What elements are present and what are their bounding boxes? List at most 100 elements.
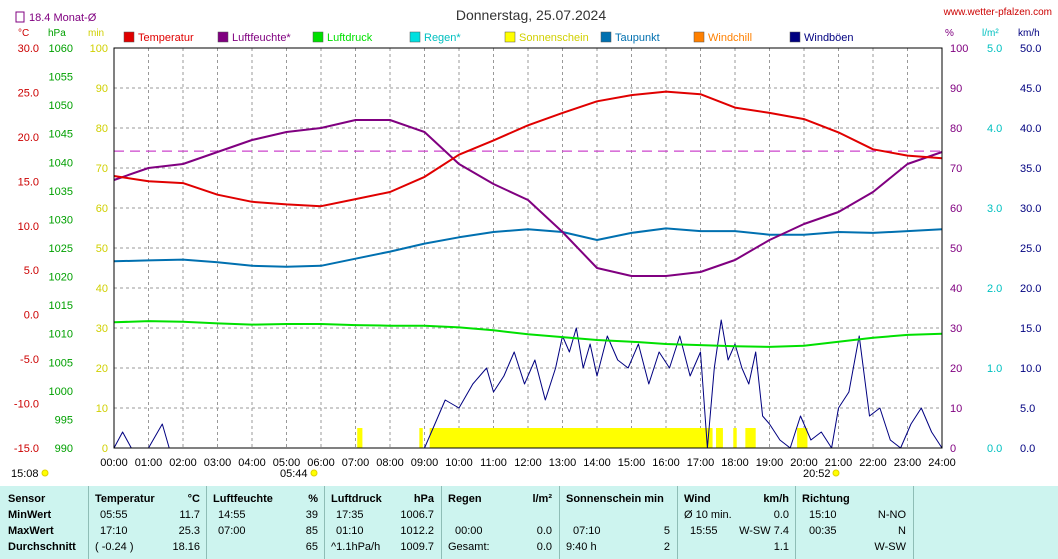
min-row-label: MinWert (8, 509, 52, 521)
wind-tick-label: 15.0 (1020, 323, 1041, 335)
legend-swatch (312, 31, 324, 43)
sunshine-avg: 2 (663, 541, 670, 553)
series-line-luftdruck (113, 320, 943, 348)
pressure-max: 1012.2 (400, 525, 434, 537)
pressure-tick-label: 1025 (49, 243, 73, 255)
sunset-icon (832, 469, 840, 477)
pressure-min-time: 17:35 (336, 509, 364, 521)
time-tick-label: 16:00 (652, 457, 680, 469)
humidity-header: Luftfeuchte (213, 493, 273, 505)
pressure-tick-label: 1040 (49, 157, 73, 169)
time-tick-label: 06:00 (307, 457, 335, 469)
time-tick-label: 19:00 (756, 457, 784, 469)
time-markers: 15:08 05:44 20:52 (11, 468, 840, 480)
rain-axis-unit: l/m² (982, 28, 999, 39)
humidity-tick-label: 100 (950, 43, 968, 55)
wind-header: Wind (684, 493, 711, 505)
chart-title: Donnerstag, 25.07.2024 (456, 7, 606, 23)
pressure-unit: hPa (413, 493, 434, 505)
table-divider (88, 486, 89, 559)
weather-chart: Donnerstag, 25.07.2024 www.wetter-pfalze… (11, 7, 1052, 480)
temp-tick-label: 0.0 (24, 310, 39, 322)
legend-label: Taupunkt (615, 32, 660, 44)
chart-legend: Temperatur Luftfeuchte* Luftdruck Regen* Son… (123, 31, 854, 44)
legend-label: Regen* (424, 32, 461, 44)
direction-max: N (898, 525, 906, 537)
chart-axes: -15.0 -10.0 -5.0 0.0 5.0 10.0 15.0 20.0 25.0 30.0… (14, 43, 1042, 469)
pressure-tick-label: 1030 (49, 214, 73, 226)
pressure-tick-label: 1050 (49, 100, 73, 112)
table-divider (795, 486, 796, 559)
temp-tick-label: 5.0 (24, 265, 39, 277)
temp-header: Temperatur (95, 493, 155, 505)
rain-total: 0.0 (536, 541, 552, 553)
series-line-taupunkt (113, 227, 943, 268)
humidity-tick-label: 20 (950, 363, 962, 375)
legend-swatch (504, 31, 516, 43)
temp-min-time: 05:55 (100, 509, 128, 521)
monthly-avg-marker-icon (15, 11, 25, 23)
pressure-tick-label: 1020 (49, 272, 73, 284)
table-divider (206, 486, 207, 559)
sunshine-tick-label: 40 (96, 283, 108, 295)
rain-total-label: Gesamt: (448, 541, 490, 553)
pressure-tick-label: 1015 (49, 300, 73, 312)
rain-max-time: 00:00 (455, 525, 483, 537)
sunshine-bar (429, 428, 713, 448)
rain-tick-label: 3.0 (987, 203, 1002, 215)
pressure-tick-label: 1045 (49, 129, 73, 141)
humidity-tick-label: 90 (950, 83, 962, 95)
sunshine-tick-label: 10 (96, 403, 108, 415)
humidity-tick-label: 50 (950, 243, 962, 255)
legend-label: Windböen (804, 32, 854, 44)
sunshine-tick-label: 30 (96, 323, 108, 335)
max-row-label: MaxWert (8, 525, 54, 537)
time-tick-label: 22:00 (859, 457, 887, 469)
time-tick-label: 09:00 (411, 457, 439, 469)
time-tick-label: 08:00 (376, 457, 404, 469)
pressure-tick-label: 1005 (49, 357, 73, 369)
sunshine-tick-label: 90 (96, 83, 108, 95)
legend-swatch (693, 31, 705, 43)
sunshine-tick-label: 50 (96, 243, 108, 255)
wind-tick-label: 40.0 (1020, 123, 1041, 135)
sunshine-max: 5 (663, 525, 670, 537)
pressure-tick-label: 1000 (49, 386, 73, 398)
sunshine-bar (357, 428, 363, 448)
monthly-avg-label: 18.4 Monat-Ø (29, 12, 97, 24)
pressure-axis-unit: hPa (48, 28, 66, 39)
sensor-header: Sensor (8, 493, 46, 505)
humidity-max-time: 07:00 (218, 525, 246, 537)
direction-header: Richtung (802, 493, 850, 505)
time-tick-label: 01:00 (135, 457, 163, 469)
pressure-max-time: 01:10 (336, 525, 364, 537)
current-time-label: 15:08 (11, 468, 39, 480)
legend-swatch (409, 31, 421, 43)
temp-axis-unit: °C (18, 28, 29, 39)
temp-min: 11.7 (179, 509, 200, 521)
wind-tick-label: 10.0 (1020, 363, 1041, 375)
humidity-tick-label: 60 (950, 203, 962, 215)
humidity-axis-unit: % (945, 28, 954, 39)
humidity-min: 39 (305, 509, 318, 521)
temp-avg: 18.16 (172, 541, 200, 553)
pressure-avg: 1009.7 (400, 541, 434, 553)
series-line-luftfeuchte (113, 119, 943, 277)
direction-max-time: 00:35 (809, 525, 837, 537)
direction-min: N-NO (877, 509, 906, 521)
wind-tick-label: 25.0 (1020, 243, 1041, 255)
time-tick-label: 14:00 (583, 457, 611, 469)
temp-tick-label: 20.0 (18, 132, 39, 144)
table-divider (677, 486, 678, 559)
avg-row-label: Durchschnitt (8, 541, 76, 553)
rain-header: Regen (448, 493, 482, 505)
time-tick-label: 02:00 (169, 457, 197, 469)
sunshine-tick-label: 70 (96, 163, 108, 175)
temp-max-time: 17:10 (100, 525, 128, 537)
source-link[interactable]: www.wetter-pfalzen.com (943, 7, 1052, 18)
direction-min-time: 15:10 (809, 509, 837, 521)
sunrise-icon (310, 469, 318, 477)
rain-max: 0.0 (536, 525, 552, 537)
wind-tick-label: 35.0 (1020, 163, 1041, 175)
wind-avg: 1.1 (773, 541, 789, 553)
